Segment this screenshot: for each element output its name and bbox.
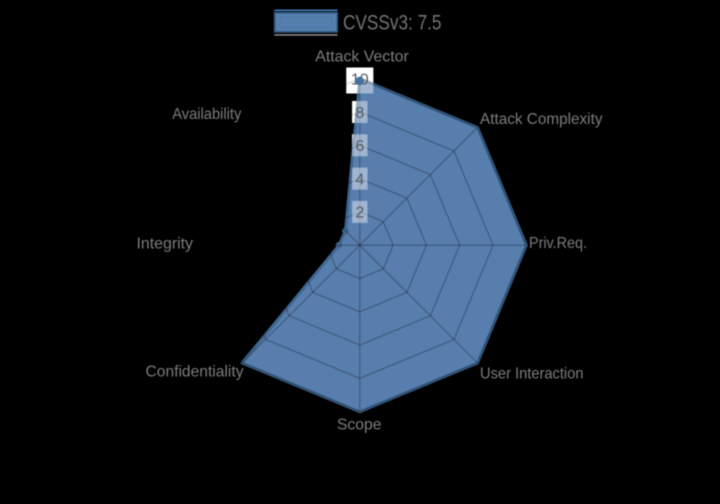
svg-text:Availability: Availability xyxy=(172,106,241,123)
svg-text:CVSSv3: 7.5: CVSSv3: 7.5 xyxy=(343,10,442,34)
svg-text:2: 2 xyxy=(355,205,364,222)
svg-text:Attack Vector: Attack Vector xyxy=(315,49,409,66)
svg-text:User Interaction: User Interaction xyxy=(480,366,584,383)
svg-text:Confidentiality: Confidentiality xyxy=(146,364,244,381)
svg-text:Priv.Req.: Priv.Req. xyxy=(529,235,587,252)
svg-text:6: 6 xyxy=(355,138,364,155)
svg-text:Attack Complexity: Attack Complexity xyxy=(480,111,603,128)
svg-text:Integrity: Integrity xyxy=(137,235,194,252)
svg-text:Scope: Scope xyxy=(337,417,382,434)
svg-text:4: 4 xyxy=(355,171,364,188)
svg-text:8: 8 xyxy=(355,105,364,122)
